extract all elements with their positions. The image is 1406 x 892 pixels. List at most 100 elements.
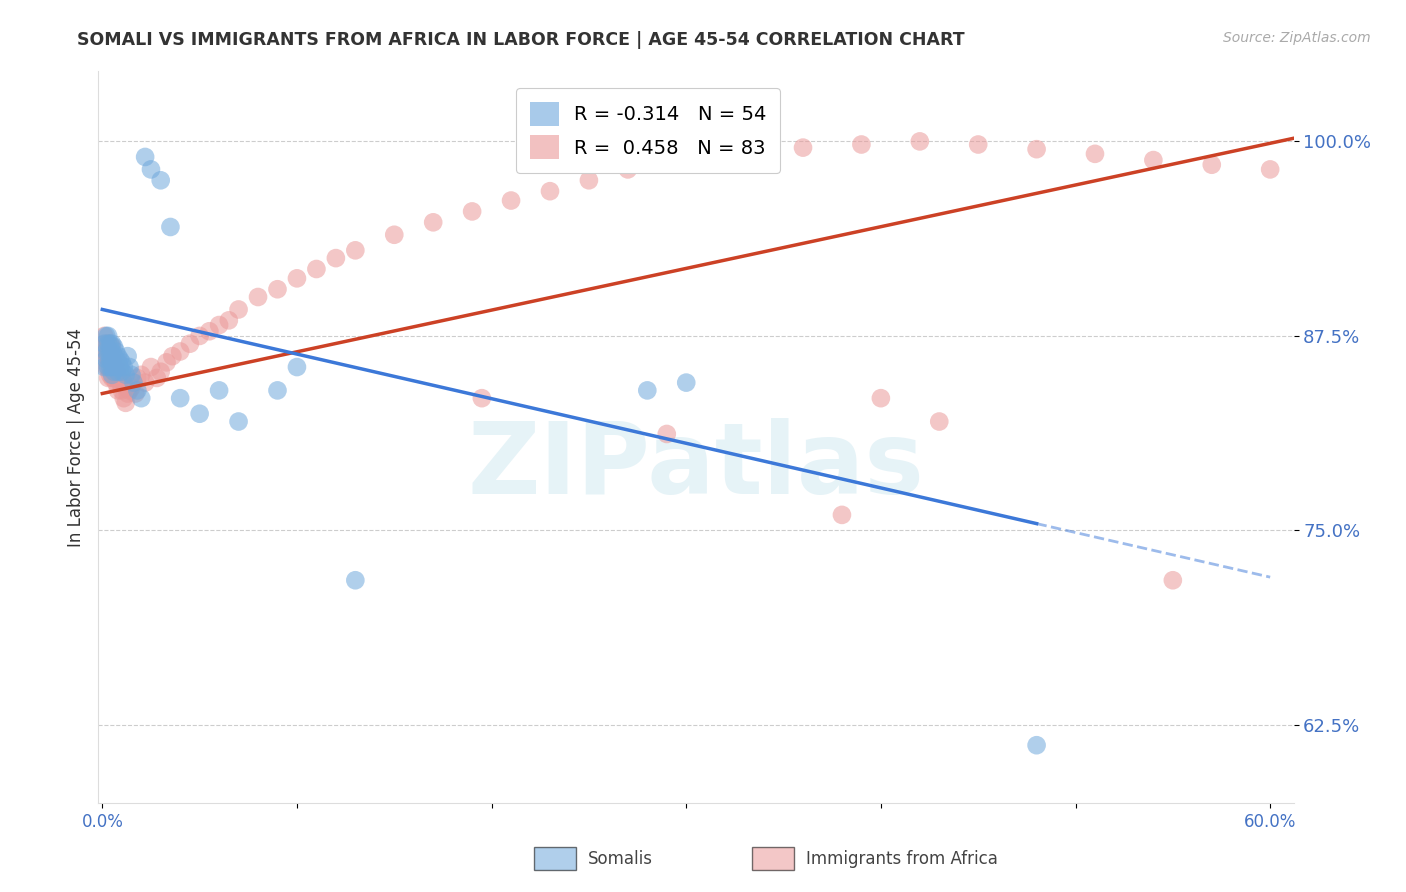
Point [134, 376, 156, 390]
Point [112, 391, 135, 405]
Point [107, 349, 129, 363]
Point [247, 290, 270, 304]
Point [98, 352, 121, 367]
Text: Source: ZipAtlas.com: Source: ZipAtlas.com [1223, 31, 1371, 45]
Point [266, 282, 288, 296]
Point [344, 244, 367, 258]
Point [101, 344, 124, 359]
Point [149, 365, 172, 379]
Point [179, 336, 201, 351]
Point [122, 376, 145, 390]
Point [108, 359, 131, 374]
Point [101, 349, 124, 363]
Point [103, 359, 125, 374]
Point [1084, 146, 1107, 161]
Point [146, 371, 169, 385]
Point [1161, 574, 1184, 588]
Point [121, 368, 143, 382]
Point [655, 427, 678, 442]
Point [967, 137, 990, 152]
Point [107, 371, 129, 385]
Point [734, 146, 756, 161]
Point [1025, 738, 1047, 752]
Point [93, 359, 115, 374]
Point [285, 359, 308, 374]
Point [218, 313, 240, 327]
Point [382, 227, 405, 242]
Point [104, 365, 127, 379]
Point [1201, 158, 1223, 172]
Point [101, 340, 124, 354]
Point [461, 204, 484, 219]
Point [851, 137, 873, 152]
Point [101, 359, 124, 374]
Point [107, 355, 129, 369]
Point [112, 376, 135, 390]
Point [285, 271, 308, 285]
Point [101, 352, 124, 367]
Point [578, 173, 600, 187]
Point [114, 368, 136, 382]
Point [97, 371, 120, 385]
Point [127, 371, 149, 385]
Point [471, 391, 494, 405]
Point [325, 251, 347, 265]
Point [675, 376, 697, 390]
Point [104, 376, 127, 390]
Point [104, 355, 127, 369]
Point [96, 336, 118, 351]
Point [266, 384, 288, 398]
Point [228, 302, 250, 317]
Point [93, 336, 115, 351]
Point [831, 508, 853, 522]
Point [198, 324, 221, 338]
Point [155, 355, 177, 369]
Point [118, 384, 141, 398]
Text: Somalis: Somalis [588, 849, 652, 868]
Point [228, 415, 250, 429]
Point [169, 391, 191, 405]
Point [129, 391, 152, 405]
Point [104, 344, 127, 359]
Text: ZIPatlas: ZIPatlas [468, 417, 924, 515]
Point [96, 352, 118, 367]
Point [96, 349, 118, 363]
Point [538, 184, 561, 198]
Point [111, 365, 134, 379]
Point [121, 380, 143, 394]
Point [1025, 142, 1047, 156]
Point [208, 318, 231, 332]
Point [149, 173, 172, 187]
Point [117, 386, 139, 401]
Point [111, 371, 134, 385]
Point [103, 340, 125, 354]
Point [928, 415, 950, 429]
Text: Immigrants from Africa: Immigrants from Africa [806, 849, 997, 868]
Point [114, 396, 136, 410]
Point [107, 359, 129, 374]
Point [344, 574, 367, 588]
Point [117, 349, 139, 363]
Point [636, 384, 658, 398]
Point [112, 359, 135, 374]
Point [98, 355, 121, 369]
Text: SOMALI VS IMMIGRANTS FROM AFRICA IN LABOR FORCE | AGE 45-54 CORRELATION CHART: SOMALI VS IMMIGRANTS FROM AFRICA IN LABO… [77, 31, 965, 49]
Point [98, 344, 121, 359]
Point [96, 359, 118, 374]
Point [96, 344, 118, 359]
Legend: R = -0.314   N = 54, R =  0.458   N = 83: R = -0.314 N = 54, R = 0.458 N = 83 [516, 88, 780, 173]
Point [118, 359, 141, 374]
Point [870, 391, 893, 405]
Point [208, 384, 231, 398]
Point [422, 215, 444, 229]
Point [103, 355, 125, 369]
Point [104, 352, 127, 367]
Point [305, 262, 328, 277]
Point [93, 329, 115, 343]
Point [107, 365, 129, 379]
Point [97, 336, 120, 351]
Point [1142, 153, 1164, 167]
Point [108, 365, 131, 379]
Point [675, 153, 697, 167]
Point [908, 135, 931, 149]
